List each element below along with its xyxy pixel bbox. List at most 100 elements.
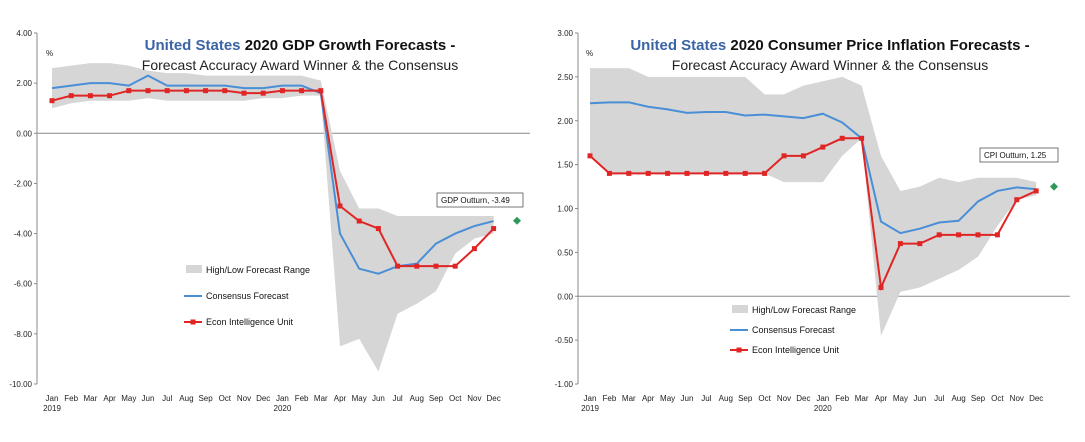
consensus-forecast-line bbox=[589, 101, 1037, 235]
legend-eiu-marker bbox=[190, 319, 196, 325]
legend-eiu-marker bbox=[736, 347, 742, 353]
x-tick-label: Jan bbox=[816, 394, 829, 403]
legend-eiu-label: Econ Intelligence Unit bbox=[752, 345, 840, 355]
y-tick-label: 2.00 bbox=[16, 79, 32, 88]
y-tick-label: 3.00 bbox=[557, 29, 573, 38]
outturn-label-box bbox=[979, 147, 1059, 163]
x-tick-label: Jun bbox=[142, 394, 155, 403]
eiu-point bbox=[183, 88, 189, 94]
x-tick-label: Apr bbox=[103, 394, 116, 403]
outturn-label: CPI Outturn, 1.25 bbox=[984, 151, 1047, 160]
x-tick-label: Nov bbox=[777, 394, 791, 403]
eiu-point bbox=[723, 170, 729, 176]
y-tick-label: 0.50 bbox=[557, 248, 573, 257]
x-tick-label: Apr bbox=[875, 394, 888, 403]
eiu-point bbox=[452, 263, 458, 269]
chart-title: United States 2020 Consumer Price Inflat… bbox=[630, 37, 1029, 54]
x-tick-label: Feb bbox=[835, 394, 849, 403]
title-country: United States bbox=[145, 37, 245, 54]
eiu-point bbox=[337, 203, 343, 209]
eiu-point bbox=[762, 170, 768, 176]
y-tick-label: 4.00 bbox=[16, 29, 32, 38]
eiu-point bbox=[241, 90, 247, 96]
eiu-point bbox=[68, 93, 74, 99]
eiu-point bbox=[145, 88, 151, 94]
outturn-marker bbox=[1050, 182, 1058, 191]
eiu-point bbox=[49, 98, 55, 104]
x-tick-label: Jul bbox=[934, 394, 944, 403]
outturn-label: GDP Outturn, -3.49 bbox=[441, 196, 510, 205]
eiu-point bbox=[414, 263, 420, 269]
x-tick-label: Mar bbox=[855, 394, 869, 403]
x-tick-label: Oct bbox=[991, 394, 1004, 403]
eiu-point bbox=[703, 170, 709, 176]
eiu-point bbox=[897, 241, 903, 247]
eiu-point bbox=[107, 93, 113, 99]
x-tick-label: Jun bbox=[913, 394, 926, 403]
title-text: 2020 Consumer Price Inflation Forecasts … bbox=[730, 37, 1029, 54]
eiu-point bbox=[126, 88, 132, 94]
legend-consensus-label: Consensus Forecast bbox=[752, 325, 835, 335]
x-tick-label: Jul bbox=[701, 394, 711, 403]
x-tick-label: Nov bbox=[1010, 394, 1024, 403]
x-tick-label: May bbox=[121, 394, 136, 403]
y-tick-label: 1.50 bbox=[557, 161, 573, 170]
year-label: 2019 bbox=[581, 404, 599, 413]
y-tick-label: -1.00 bbox=[555, 380, 574, 389]
unit-label: % bbox=[46, 49, 53, 58]
eiu-point bbox=[742, 170, 748, 176]
x-tick-label: Feb bbox=[295, 394, 309, 403]
eiu-point bbox=[800, 153, 806, 159]
x-tick-label: Nov bbox=[467, 394, 481, 403]
y-tick-label: -4.00 bbox=[14, 230, 33, 239]
consensus-forecast-line bbox=[51, 74, 494, 275]
legend-consensus-label: Consensus Forecast bbox=[206, 291, 289, 301]
eiu-point bbox=[299, 88, 305, 94]
x-tick-label: Dec bbox=[486, 394, 500, 403]
eiu-point bbox=[645, 170, 651, 176]
eiu-point bbox=[878, 284, 884, 290]
y-tick-label: 2.50 bbox=[557, 73, 573, 82]
x-tick-label: Aug bbox=[719, 394, 733, 403]
x-tick-label: Apr bbox=[642, 394, 655, 403]
chart-title: United States 2020 GDP Growth Forecasts … bbox=[145, 37, 456, 54]
x-tick-label: Dec bbox=[796, 394, 810, 403]
eiu-point bbox=[491, 226, 497, 232]
x-tick-label: May bbox=[660, 394, 675, 403]
year-label: 2020 bbox=[814, 404, 832, 413]
y-tick-label: -10.00 bbox=[9, 380, 32, 389]
chart-subtitle: Forecast Accuracy Award Winner & the Con… bbox=[672, 57, 988, 73]
x-tick-label: Jul bbox=[162, 394, 172, 403]
x-tick-label: Mar bbox=[622, 394, 636, 403]
eiu-point bbox=[606, 170, 612, 176]
eiu-point bbox=[684, 170, 690, 176]
eiu-point bbox=[87, 93, 93, 99]
eiu-point bbox=[375, 226, 381, 232]
x-tick-label: Jan bbox=[46, 394, 59, 403]
x-tick-label: Nov bbox=[237, 394, 251, 403]
eiu-point bbox=[994, 232, 1000, 238]
x-tick-label: Dec bbox=[256, 394, 270, 403]
eiu-point bbox=[956, 232, 962, 238]
x-tick-label: May bbox=[352, 394, 367, 403]
x-tick-label: Sep bbox=[971, 394, 986, 403]
x-tick-label: Jan bbox=[276, 394, 289, 403]
unit-label: % bbox=[586, 49, 593, 58]
eiu-point bbox=[164, 88, 170, 94]
eiu-point bbox=[665, 170, 671, 176]
eiu-point bbox=[820, 144, 826, 150]
eiu-point bbox=[222, 88, 228, 94]
legend-range-swatch bbox=[186, 265, 202, 273]
x-tick-label: Aug bbox=[410, 394, 424, 403]
legend-range-label: High/Low Forecast Range bbox=[206, 265, 310, 275]
x-tick-label: Sep bbox=[738, 394, 753, 403]
cpi-inflation-chart: 3.00 2.50 2.00 1.50 1.00 0.50 0.00 -0.50 -1.00 Ja… bbox=[555, 29, 1070, 413]
econ-intelligence-unit-line bbox=[589, 137, 1037, 292]
title-country: United States bbox=[630, 37, 730, 54]
eiu-point bbox=[1033, 188, 1039, 194]
title-text: 2020 GDP Growth Forecasts - bbox=[245, 37, 456, 54]
eiu-point bbox=[936, 232, 942, 238]
x-tick-label: Apr bbox=[334, 394, 347, 403]
y-tick-label: -8.00 bbox=[14, 330, 33, 339]
